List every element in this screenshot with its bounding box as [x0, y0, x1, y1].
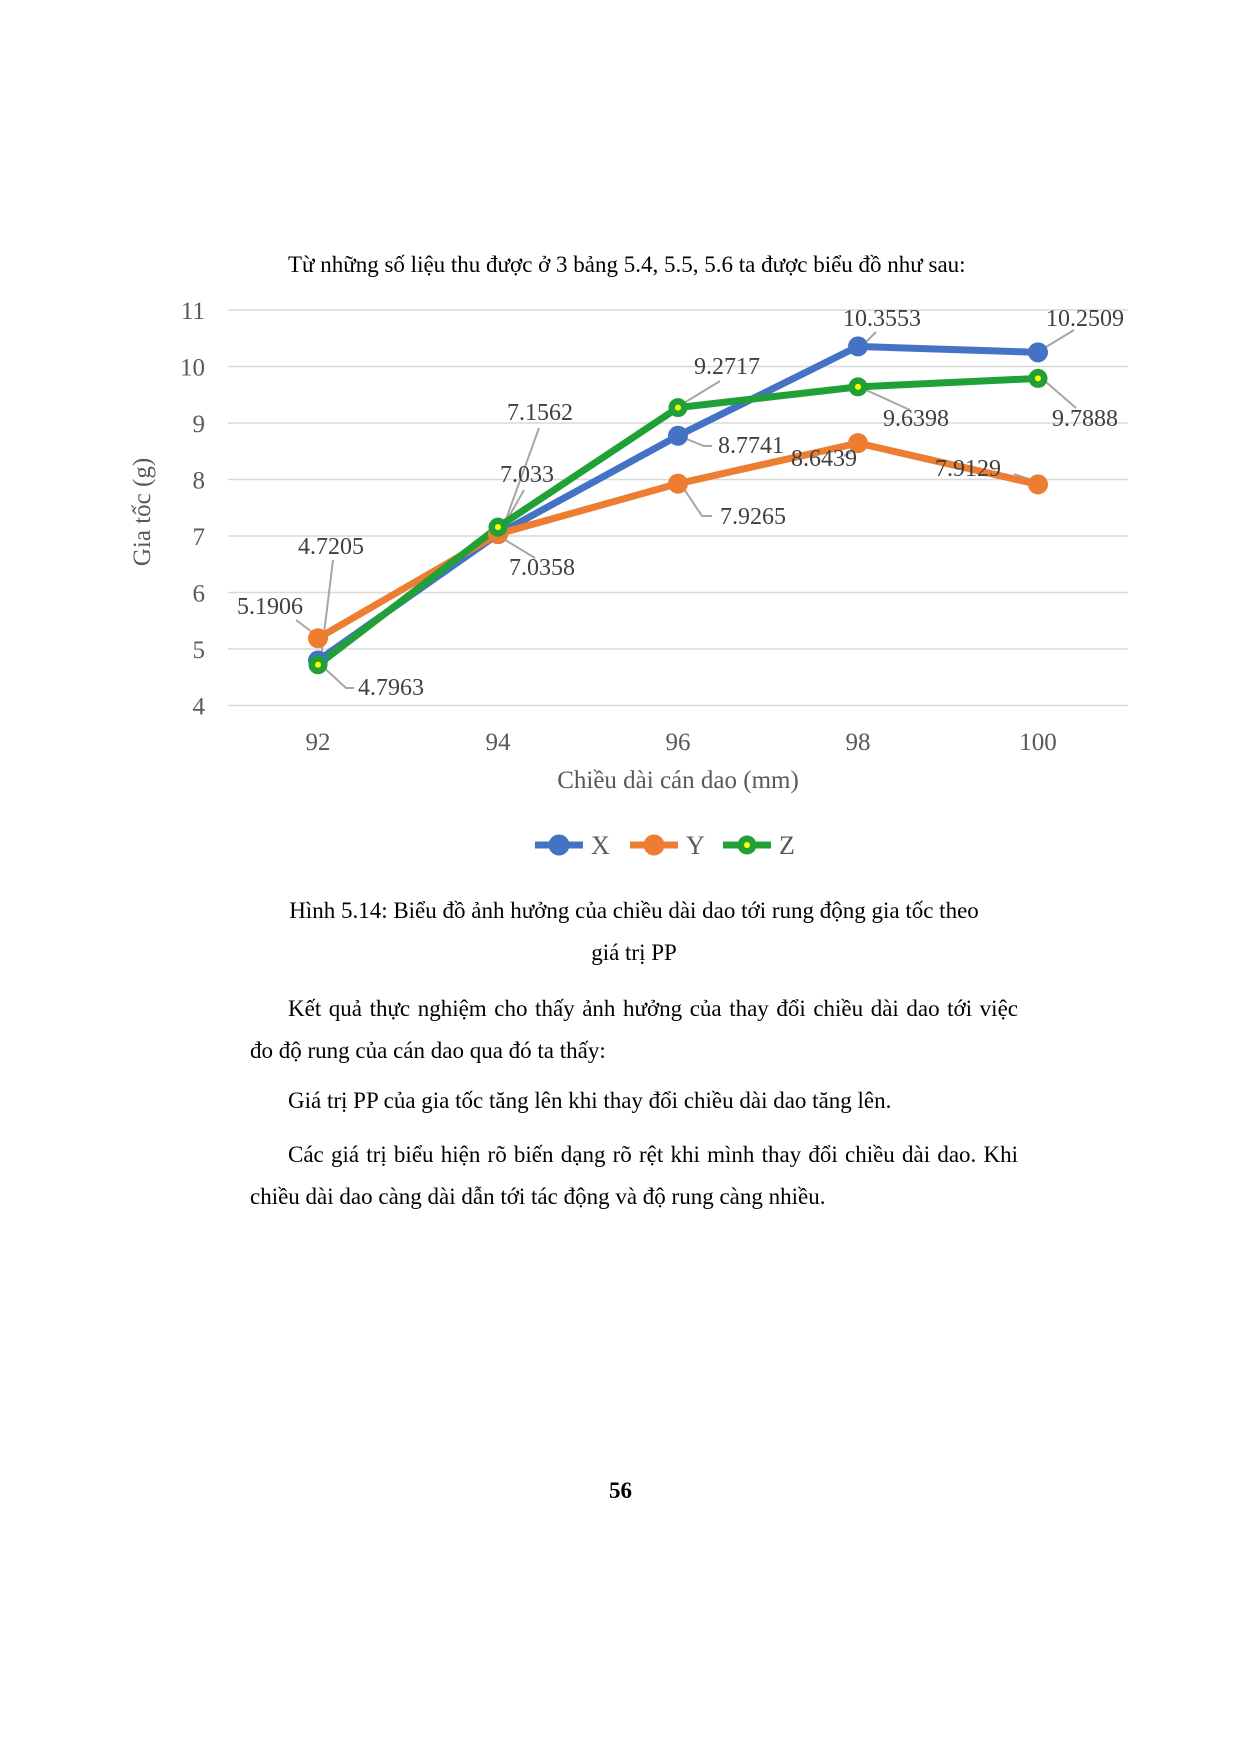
y-tick-label: 8 [193, 468, 206, 495]
data-label: 4.7205 [298, 534, 364, 560]
series-X-line [314, 342, 1042, 665]
body-paragraph-1: Kết quả thực nghiệm cho thấy ảnh hưởng c… [250, 996, 1018, 1063]
data-label: 9.7888 [1052, 406, 1118, 432]
x-tick-label: 96 [666, 729, 691, 756]
series-Z-marker-center [315, 661, 321, 668]
legend-label-X: X [591, 831, 610, 860]
label-leader-line [504, 427, 540, 523]
legend-marker-X [548, 834, 570, 856]
y-tick-label: 11 [181, 298, 205, 325]
data-label: 5.1906 [237, 594, 303, 620]
legend-label-Z: Z [779, 831, 795, 860]
label-leader-line [319, 663, 354, 689]
y-tick-label: 7 [193, 524, 206, 551]
label-leader-line [1045, 329, 1075, 348]
legend-marker-center-Z [744, 842, 750, 848]
data-label: 7.9129 [935, 456, 1001, 482]
x-tick-label: 98 [846, 729, 871, 756]
label-leader-line [1045, 381, 1077, 409]
data-label: 8.7741 [718, 433, 784, 459]
series-Z-marker-center [1035, 375, 1041, 382]
line-chart: 4 5 6 7 8 9 10 11 92 94 96 98 100 Chiều dài cán dao (… [129, 298, 1128, 860]
data-label: 7.0358 [509, 555, 575, 581]
y-tick-label: 5 [193, 637, 206, 664]
data-label: 7.033 [500, 462, 554, 488]
x-tick-label: 92 [306, 729, 331, 756]
figure-caption: Hình 5.14: Biểu đồ ảnh hưởng của chiều d… [250, 890, 1018, 974]
figure-caption-line1: Hình 5.14: Biểu đồ ảnh hưởng của chiều d… [289, 898, 979, 923]
legend-label-Y: Y [686, 831, 705, 860]
data-label: 7.9265 [720, 504, 786, 530]
legend-marker-Y [643, 834, 665, 856]
x-axis-title: Chiều dài cán dao (mm) [557, 767, 799, 794]
series-Y-line [314, 439, 1042, 642]
label-leader-line [683, 437, 712, 447]
series-Z-marker-center [495, 524, 501, 531]
y-tick-label: 4 [193, 694, 206, 721]
data-label: 8.6439 [791, 446, 857, 472]
y-tick-label: 6 [193, 581, 206, 608]
data-label: 7.1562 [507, 400, 573, 426]
x-tick-label: 100 [1019, 729, 1057, 756]
series-Y-marker [668, 473, 688, 494]
data-label: 10.3553 [843, 306, 921, 332]
label-leader-line [501, 537, 536, 559]
body-paragraph-2: Giá trị PP của gia tốc tăng lên khi thay… [288, 1088, 892, 1113]
page-number: 56 [609, 1478, 632, 1503]
series-Y-marker [308, 628, 328, 649]
data-label: 4.7963 [358, 675, 424, 701]
label-leader-line [865, 389, 911, 411]
figure-caption-line2: giá trị PP [591, 940, 677, 965]
series-X-marker [1028, 342, 1048, 363]
data-label: 10.2509 [1046, 306, 1124, 332]
y-tick-label: 9 [193, 411, 206, 438]
series-X-marker [848, 336, 868, 357]
intro-paragraph: Từ những số liệu thu được ở 3 bảng 5.4, … [288, 252, 966, 277]
series-Z-marker-center [855, 383, 861, 390]
y-axis-title: Gia tốc (g) [129, 458, 156, 566]
series-Y-marker [848, 433, 868, 454]
y-tick-label: 10 [180, 355, 205, 382]
label-leader-line [683, 380, 721, 404]
series-X-marker [668, 425, 688, 446]
data-label: 9.2717 [694, 354, 760, 380]
series-Y-marker [1028, 474, 1048, 495]
x-tick-label: 94 [486, 729, 512, 756]
label-leader-line [683, 488, 712, 517]
series-Z-marker-center [675, 404, 681, 411]
data-label: 9.6398 [883, 406, 949, 432]
body-paragraph-3: Các giá trị biểu hiện rõ biến dạng rõ rệ… [250, 1142, 1018, 1209]
